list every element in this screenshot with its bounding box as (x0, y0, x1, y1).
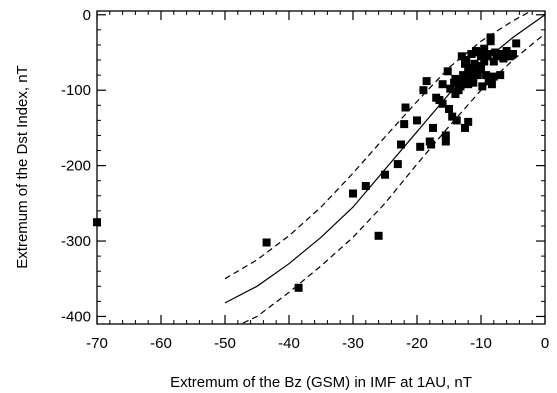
x-tick-label: -40 (278, 335, 300, 352)
data-point (502, 47, 511, 55)
data-point (349, 189, 357, 198)
data-point (461, 123, 469, 132)
data-point (451, 74, 460, 83)
data-point (487, 80, 496, 89)
data-point (457, 77, 466, 86)
data-point (416, 142, 425, 151)
lower-bound-curve (239, 33, 545, 324)
data-point (93, 218, 101, 227)
data-points (93, 33, 521, 292)
y-tick-labels: 0 -100 -200 -300 -400 (61, 7, 91, 326)
y-tick-label: -200 (61, 158, 91, 175)
x-tick-label: -70 (86, 335, 108, 352)
x-tick-label: -50 (214, 335, 236, 352)
data-point (464, 80, 473, 89)
data-point (489, 57, 498, 66)
data-point (496, 71, 505, 80)
data-point (483, 52, 492, 61)
data-point (493, 52, 501, 61)
x-tick-label: -20 (406, 335, 428, 352)
data-point (497, 50, 506, 58)
data-point (438, 80, 447, 89)
data-point (456, 82, 465, 91)
y-tick-label: -100 (61, 82, 91, 99)
data-point (427, 140, 436, 149)
data-point (486, 33, 495, 42)
data-point (441, 131, 450, 140)
data-point (452, 116, 461, 125)
data-point (478, 82, 487, 91)
data-point (480, 44, 489, 53)
data-point (467, 50, 476, 58)
data-point (469, 78, 478, 87)
data-point (461, 72, 469, 81)
data-point (419, 86, 428, 95)
data-point (509, 50, 517, 58)
data-point (465, 63, 474, 72)
data-point (374, 231, 383, 240)
upper-bound-curve (224, 11, 533, 280)
data-point (446, 84, 455, 93)
data-point (512, 39, 521, 48)
axis-ticks (96, 11, 546, 324)
data-point (464, 117, 473, 126)
data-point (448, 112, 457, 121)
y-tick-label: 0 (83, 7, 91, 24)
data-point (401, 103, 410, 112)
data-point (393, 160, 402, 169)
data-point (422, 77, 431, 86)
data-point (489, 72, 498, 81)
x-tick-labels: -70 -60 -50 -40 -30 -20 -10 0 (86, 335, 549, 352)
x-tick-label: -10 (470, 335, 492, 352)
data-point (477, 65, 485, 74)
plot-frame (96, 10, 546, 325)
x-tick-label: -30 (342, 335, 364, 352)
x-tick-label: -60 (150, 335, 172, 352)
x-tick-label: 0 (541, 335, 549, 352)
y-tick-label: -300 (61, 233, 91, 250)
data-point (482, 71, 491, 80)
data-point (477, 52, 485, 61)
data-point (480, 57, 489, 66)
data-point (400, 120, 409, 129)
data-point (441, 137, 450, 146)
data-point (429, 123, 437, 132)
x-axis-title: Extremum of the Bz (GSM) in IMF at 1AU, … (170, 374, 472, 391)
data-point (381, 170, 389, 179)
data-point (499, 54, 508, 63)
data-point (445, 105, 453, 113)
data-point (438, 99, 447, 108)
data-point (413, 116, 421, 125)
data-point (473, 71, 482, 80)
y-axis-title: Extremum of the Dst Index, nT (14, 65, 31, 268)
data-point (457, 52, 466, 61)
data-point (397, 140, 405, 149)
data-point (470, 59, 479, 68)
data-point (262, 238, 271, 247)
data-point (294, 283, 303, 292)
y-tick-label: -400 (61, 308, 91, 325)
data-point (443, 67, 452, 76)
data-point (361, 182, 370, 190)
data-point (462, 56, 471, 64)
